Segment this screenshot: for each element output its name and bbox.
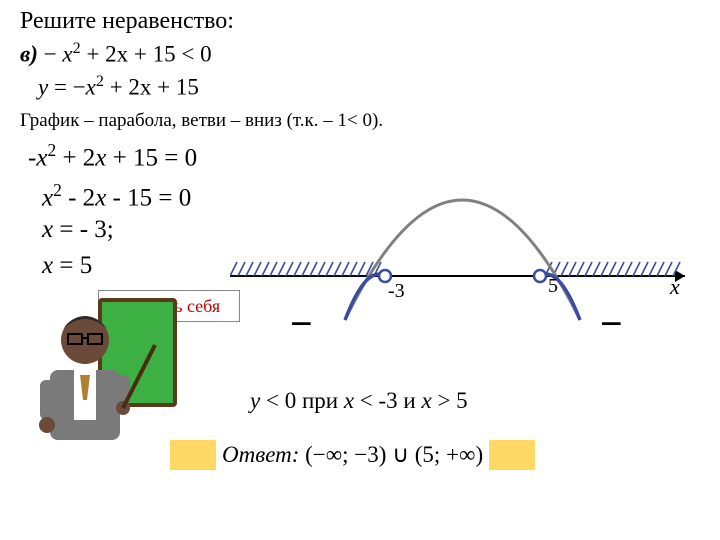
problem-label: в) bbox=[20, 42, 38, 67]
step-2: x2 - 2x - 15 = 0 bbox=[42, 180, 191, 212]
concl-gt: > 5 bbox=[432, 388, 468, 413]
concl-x1: x bbox=[344, 388, 354, 413]
step4-txt: = 5 bbox=[53, 252, 92, 279]
problem-line: в) − x2 + 2x + 15 < 0 bbox=[20, 40, 212, 68]
minus-sign-left: − bbox=[290, 300, 313, 347]
minus-sign-right: − bbox=[600, 300, 623, 347]
step2-suf: - 15 = 0 bbox=[106, 184, 191, 211]
page-title: Решите неравенство: bbox=[20, 8, 234, 35]
step3-txt: = - 3; bbox=[53, 216, 114, 243]
step1-suf: + 15 = 0 bbox=[106, 144, 197, 171]
step-1: -x2 + 2x + 15 = 0 bbox=[28, 140, 197, 172]
concl-x2: x bbox=[421, 388, 431, 413]
highlight-left bbox=[170, 440, 216, 470]
answer-text: Ответ: (−∞; −3) ∪ (5; +∞) bbox=[222, 442, 483, 468]
highlight-right bbox=[489, 440, 535, 470]
tick-5: 5 bbox=[548, 275, 558, 298]
answer-row: Ответ: (−∞; −3) ∪ (5; +∞) bbox=[170, 440, 535, 470]
concl-y: y bbox=[250, 388, 260, 413]
equation-y: y = −x2 + 2x + 15 bbox=[38, 73, 199, 101]
step-3: x = - 3; bbox=[42, 216, 114, 244]
step2-mid: - 2 bbox=[62, 184, 95, 211]
conclusion-text: y < 0 при x < -3 и x > 5 bbox=[250, 388, 468, 414]
step1-mid: + 2 bbox=[56, 144, 95, 171]
concl-mid: < 0 при bbox=[260, 388, 344, 413]
parabola-note: График – парабола, ветви – вниз (т.к. – … bbox=[20, 110, 383, 132]
problem-expr-pre: − bbox=[38, 42, 62, 67]
eq2-rest: + 2x + 15 bbox=[104, 75, 199, 100]
step-4: x = 5 bbox=[42, 252, 92, 280]
number-line-chart bbox=[230, 160, 700, 380]
answer-value: (−∞; −3) ∪ (5; +∞) bbox=[299, 442, 483, 467]
teacher-illustration bbox=[10, 290, 180, 460]
x-axis-label: x bbox=[670, 274, 680, 300]
answer-label: Ответ: bbox=[222, 442, 299, 467]
concl-lt: < -3 и bbox=[354, 388, 421, 413]
y-var: y bbox=[38, 75, 48, 100]
tick-minus-3: -3 bbox=[388, 280, 405, 303]
